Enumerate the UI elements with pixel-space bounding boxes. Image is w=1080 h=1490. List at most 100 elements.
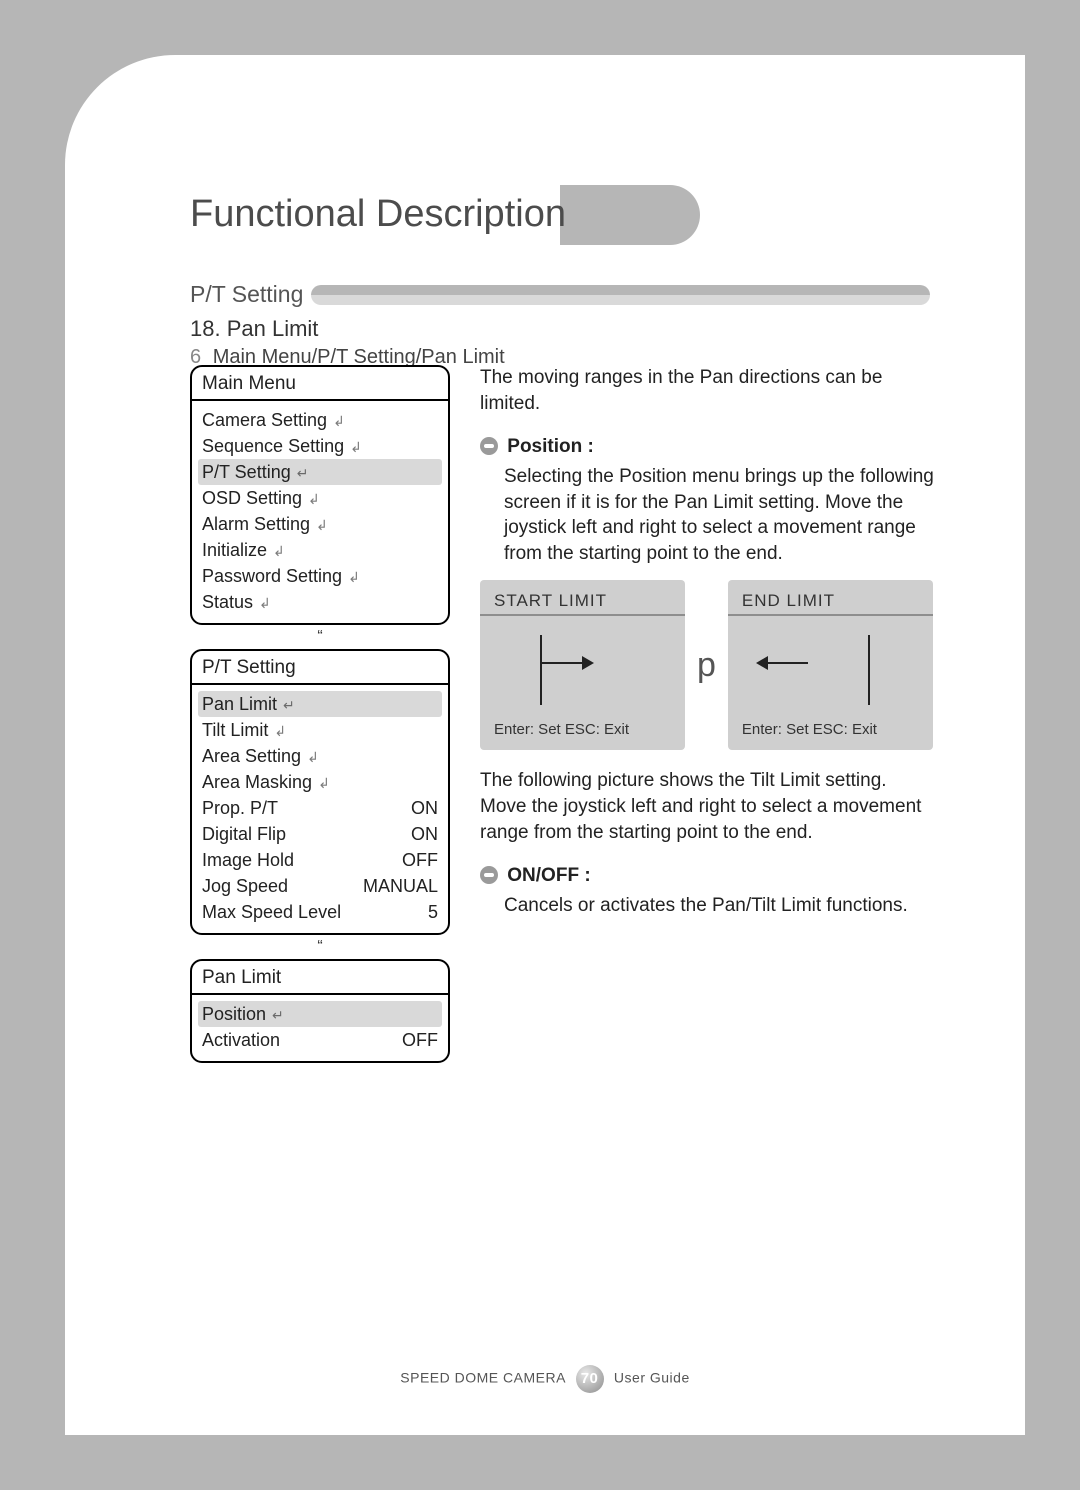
subsection-number: 18. Pan Limit <box>190 316 930 342</box>
menu-item[interactable]: Position↵ <box>198 1001 442 1027</box>
menu-item-label: Area Masking↲ <box>202 772 330 793</box>
menu-item[interactable]: Sequence Setting↲ <box>202 433 438 459</box>
start-limit-box: START LIMIT Enter: Set ESC: Exit <box>480 580 685 750</box>
page-footer: SPEED DOME CAMERA 70 User Guide <box>65 1365 1025 1393</box>
start-limit-title: START LIMIT <box>494 590 607 613</box>
bullet-icon <box>480 866 498 884</box>
menu-item-value: OFF <box>402 1030 438 1051</box>
menu-item[interactable]: Activation OFF <box>202 1027 438 1053</box>
menu-item-label: Area Setting↲ <box>202 746 319 767</box>
menu-pan: Pan Limit Position↵ Activation OFF <box>190 959 450 1063</box>
bullet-icon <box>480 437 498 455</box>
menu-item-label: Activation <box>202 1030 280 1051</box>
menu-item-label: Password Setting↲ <box>202 566 360 587</box>
menu-item[interactable]: Password Setting↲ <box>202 563 438 589</box>
menu-pt: P/T Setting Pan Limit↵ Tilt Limit↲ Area Se… <box>190 649 450 935</box>
submenu-icon: ↵ <box>272 1007 284 1023</box>
menu-item[interactable]: Area Setting↲ <box>202 743 438 769</box>
menu-item[interactable]: Image HoldOFF <box>202 847 438 873</box>
content-columns: Main Menu Camera Setting↲Sequence Settin… <box>190 365 940 1069</box>
section-heading: P/T Setting <box>190 281 930 308</box>
left-column: Main Menu Camera Setting↲Sequence Settin… <box>190 365 450 1069</box>
position-heading: Position : <box>480 434 940 460</box>
position-title: Position : <box>507 436 594 457</box>
footer-right: User Guide <box>614 1370 690 1386</box>
submenu-icon: ↲ <box>318 775 330 791</box>
submenu-icon: ↲ <box>350 439 362 455</box>
arrow-right-icon <box>542 662 592 664</box>
menu-item-label: Pan Limit↵ <box>202 694 295 715</box>
menu-main: Main Menu Camera Setting↲Sequence Settin… <box>190 365 450 625</box>
section-label: P/T Setting <box>190 281 303 308</box>
submenu-icon: ↲ <box>316 517 328 533</box>
submenu-icon: ↲ <box>274 723 286 739</box>
menu-item[interactable]: Digital Flip ON <box>202 821 438 847</box>
menu-item[interactable]: Camera Setting↲ <box>202 407 438 433</box>
menu-item-label: Max Speed Level <box>202 902 341 923</box>
divider <box>480 614 685 616</box>
page-number: 70 <box>576 1365 604 1393</box>
menu-item[interactable]: Initialize↲ <box>202 537 438 563</box>
menu-item[interactable]: OSD Setting↲ <box>202 485 438 511</box>
end-limit-footer: Enter: Set ESC: Exit <box>742 720 877 740</box>
position-body: Selecting the Position menu brings up th… <box>480 464 940 567</box>
footer-left: SPEED DOME CAMERA <box>400 1370 565 1386</box>
menu-item[interactable]: Status↲ <box>202 589 438 615</box>
marker-line <box>868 635 870 705</box>
submenu-icon: ↲ <box>333 413 345 429</box>
end-limit-title: END LIMIT <box>742 590 835 613</box>
page-title: Functional Description <box>190 193 566 236</box>
menu-item-label: Position↵ <box>202 1004 284 1025</box>
section-block: P/T Setting 18. Pan Limit 6 Main Menu/P/… <box>190 281 930 369</box>
menu-item-label: Prop. P/T <box>202 798 278 819</box>
section-rule <box>311 285 930 305</box>
onoff-title: ON/OFF : <box>507 865 590 886</box>
menu-item-value: OFF <box>402 850 438 871</box>
connector-icon: “ <box>190 941 450 959</box>
submenu-icon: ↲ <box>348 569 360 585</box>
menu-pan-body: Position↵ Activation OFF <box>192 995 448 1061</box>
menu-item-label: Digital Flip <box>202 824 286 845</box>
menu-item-label: Camera Setting↲ <box>202 410 345 431</box>
menu-item-label: Sequence Setting↲ <box>202 436 362 457</box>
menu-item-value: 5 <box>428 902 438 923</box>
between-glyph: p <box>697 643 716 689</box>
submenu-icon: ↲ <box>273 543 285 559</box>
submenu-icon: ↲ <box>308 491 320 507</box>
menu-item[interactable]: Area Masking↲ <box>202 769 438 795</box>
page-card: Functional Description P/T Setting 18. P… <box>65 55 1025 1435</box>
menu-item[interactable]: P/T Setting↵ <box>198 459 442 485</box>
menu-item-value: MANUAL <box>363 876 438 897</box>
page-title-wrap: Functional Description <box>180 185 700 245</box>
menu-item[interactable]: Max Speed Level 5 <box>202 899 438 925</box>
menu-item-value: ON <box>411 798 438 819</box>
right-column: The moving ranges in the Pan directions … <box>480 365 940 1069</box>
onoff-body: Cancels or activates the Pan/Tilt Limit … <box>480 893 940 919</box>
menu-item[interactable]: Jog SpeedMANUAL <box>202 873 438 899</box>
menu-item-label: Tilt Limit↲ <box>202 720 286 741</box>
menu-item[interactable]: Pan Limit↵ <box>198 691 442 717</box>
menu-item-label: Alarm Setting↲ <box>202 514 328 535</box>
end-limit-box: END LIMIT Enter: Set ESC: Exit <box>728 580 933 750</box>
menu-item-label: P/T Setting↵ <box>202 462 308 483</box>
divider <box>728 614 933 616</box>
submenu-icon: ↲ <box>259 595 271 611</box>
menu-pt-title: P/T Setting <box>192 651 448 685</box>
menu-item[interactable]: Alarm Setting↲ <box>202 511 438 537</box>
tilt-body: The following picture shows the Tilt Lim… <box>480 768 940 845</box>
menu-item-label: Status↲ <box>202 592 271 613</box>
menu-item[interactable]: Prop. P/T ON <box>202 795 438 821</box>
start-limit-footer: Enter: Set ESC: Exit <box>494 720 629 740</box>
menu-item-label: Initialize↲ <box>202 540 285 561</box>
menu-pt-body: Pan Limit↵ Tilt Limit↲ Area Setting↲ Area M… <box>192 685 448 933</box>
menu-item[interactable]: Tilt Limit↲ <box>202 717 438 743</box>
submenu-icon: ↵ <box>297 465 309 481</box>
menu-main-body: Camera Setting↲ Sequence Setting↲ P/T Sett… <box>192 401 448 623</box>
connector-icon: “ <box>190 631 450 649</box>
limit-diagrams: START LIMIT Enter: Set ESC: Exit p END L… <box>480 580 940 750</box>
arrow-left-icon <box>758 662 808 664</box>
intro-text: The moving ranges in the Pan directions … <box>480 365 940 416</box>
marker-line <box>540 635 542 705</box>
menu-pan-title: Pan Limit <box>192 961 448 995</box>
menu-item-value: ON <box>411 824 438 845</box>
